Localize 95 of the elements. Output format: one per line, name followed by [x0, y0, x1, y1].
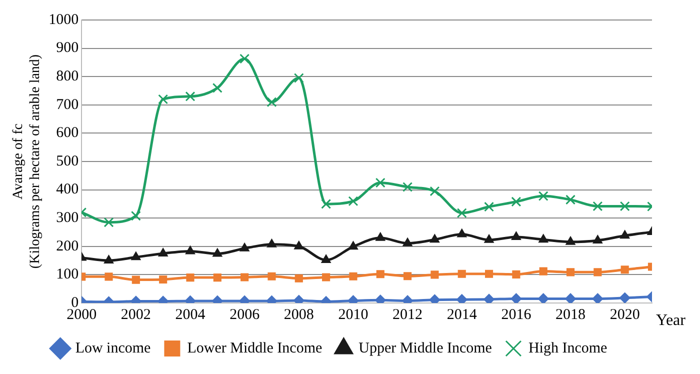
point	[185, 246, 196, 254]
x-tick-label: 2012	[392, 306, 423, 323]
point	[376, 232, 386, 241]
point	[402, 182, 413, 192]
point	[458, 270, 466, 278]
point	[349, 272, 358, 280]
point	[294, 274, 303, 282]
point	[266, 97, 277, 108]
point	[430, 270, 439, 279]
point	[511, 232, 522, 240]
point	[348, 196, 358, 206]
point	[321, 198, 332, 209]
legend-label: Low income	[75, 340, 152, 356]
point	[538, 293, 549, 303]
point	[457, 228, 467, 238]
point	[348, 241, 358, 250]
point	[592, 201, 603, 212]
point	[185, 91, 196, 102]
point	[511, 196, 522, 207]
point	[620, 230, 630, 239]
x-tick-label: 2018	[556, 306, 586, 323]
point	[159, 275, 168, 284]
point	[268, 272, 276, 280]
y-tick-label: 300	[56, 210, 79, 226]
point	[213, 273, 222, 282]
point	[240, 273, 249, 282]
point	[565, 293, 576, 303]
x-axis-title: Year	[656, 312, 686, 330]
point	[186, 273, 194, 282]
point	[484, 234, 494, 243]
point	[375, 178, 386, 188]
point	[294, 73, 304, 84]
point	[484, 202, 494, 212]
point	[430, 186, 440, 196]
y-tick-label: 800	[56, 68, 79, 85]
point	[456, 208, 467, 218]
x-tick-label: 2008	[284, 306, 314, 323]
point	[592, 293, 604, 303]
y-tick-label: 100	[56, 266, 79, 283]
point	[104, 272, 113, 281]
point	[212, 248, 222, 257]
x-tick-label: 2002	[120, 306, 151, 323]
x-tick-label: 2010	[338, 306, 368, 323]
point	[376, 270, 384, 278]
point	[158, 248, 168, 256]
y-tick-label: 900	[56, 40, 79, 56]
point	[566, 268, 575, 276]
point	[484, 270, 494, 278]
x-tick-label: 2014	[446, 306, 478, 323]
point	[240, 242, 250, 252]
point	[104, 255, 114, 264]
y-tick-label: 400	[56, 182, 79, 198]
point	[430, 234, 440, 243]
x-tick-label: 2000	[66, 306, 97, 323]
point	[592, 234, 603, 244]
point	[484, 294, 495, 303]
legend-label: High Income	[528, 340, 608, 356]
point	[566, 236, 576, 245]
point	[130, 210, 141, 221]
point	[402, 238, 412, 246]
point	[620, 266, 629, 274]
point	[104, 217, 114, 228]
point	[131, 252, 141, 260]
point	[429, 294, 440, 303]
point	[322, 273, 330, 282]
point	[594, 268, 602, 276]
point	[321, 254, 331, 263]
point	[510, 293, 522, 303]
x-tick-label: 2020	[610, 306, 640, 323]
point	[294, 240, 304, 250]
y-axis-title: Avarage of fc (Kilograms per hectare of arable land)	[11, 54, 43, 269]
point	[512, 270, 520, 278]
point	[212, 82, 222, 93]
point	[538, 234, 548, 243]
point	[240, 54, 250, 64]
point	[619, 292, 630, 303]
point	[538, 191, 548, 202]
point	[132, 276, 140, 284]
point	[539, 267, 548, 276]
point	[158, 94, 168, 104]
x-tick-label: 2006	[230, 306, 260, 323]
legend-label: Lower Middle Income	[187, 340, 323, 356]
point	[456, 294, 468, 303]
point	[620, 201, 630, 212]
x-tick-label: 2004	[175, 306, 206, 323]
y-tick-label: 1000	[48, 12, 79, 28]
y-tick-label: 500	[56, 153, 79, 170]
y-tick-label: 700	[56, 96, 79, 113]
point	[404, 272, 412, 280]
point	[266, 238, 277, 248]
legend-label: Upper Middle Income	[358, 340, 492, 356]
x-tick-label: 2016	[501, 306, 532, 323]
y-tick-label: 200	[56, 238, 79, 254]
point	[566, 194, 576, 205]
y-tick-label: 600	[56, 125, 79, 142]
